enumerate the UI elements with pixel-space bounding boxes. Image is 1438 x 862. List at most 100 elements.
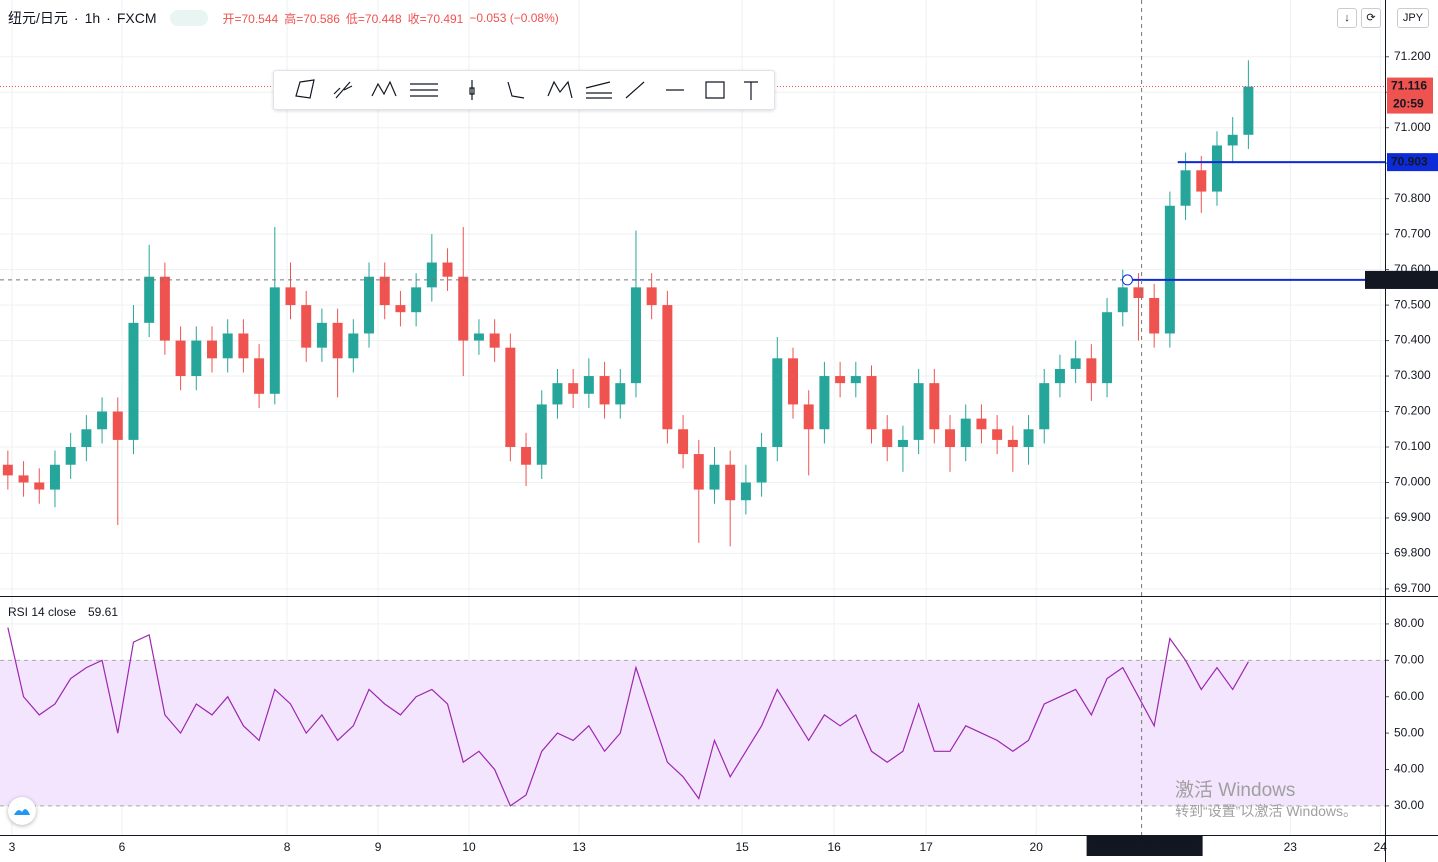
candle-body: [1196, 170, 1207, 192]
candle-body: [615, 383, 626, 405]
candle-body: [18, 475, 29, 483]
x-tick-label: 9: [375, 840, 382, 854]
current-price-label: 71.116: [1391, 79, 1427, 93]
candle-body: [552, 383, 563, 405]
candle-body: [222, 333, 233, 359]
candle-body: [97, 411, 108, 430]
candle-body: [411, 287, 422, 313]
x-tick-label: 17: [919, 840, 933, 854]
candle-body: [1070, 358, 1081, 369]
crosshair-plus: +: [1370, 272, 1377, 286]
candle-body: [112, 411, 123, 440]
candle-body: [568, 383, 579, 394]
ohlc-low: 低=70.448: [345, 11, 402, 26]
x-tick-label: 13: [572, 840, 586, 854]
candle-body: [1102, 312, 1113, 384]
candle-body: [960, 418, 971, 447]
candle-body: [2, 464, 13, 476]
price-label-bg: [1387, 153, 1438, 172]
y-tick-label: 70.300: [1394, 368, 1431, 382]
candle-body: [599, 376, 610, 405]
candle-body: [897, 439, 908, 447]
candle-body: [693, 454, 704, 490]
y-tick-label: 50.00: [1394, 725, 1424, 739]
candle-body: [646, 287, 657, 306]
candle-body: [473, 333, 484, 341]
candle-body: [379, 276, 390, 306]
candle-body: [709, 464, 720, 490]
candle-body: [285, 287, 296, 306]
candle-body: [913, 383, 924, 440]
x-tick-label: 3: [9, 840, 16, 854]
candle-body: [81, 429, 92, 447]
y-tick-label: 70.000: [1394, 475, 1431, 489]
candle-body: [1054, 368, 1065, 384]
symbol: 纽元/日元: [8, 10, 68, 26]
candle-body: [144, 276, 155, 323]
candle-body: [206, 340, 217, 359]
candle-body: [65, 447, 76, 465]
refresh-button[interactable]: ⟳: [1361, 8, 1381, 28]
candle-body: [976, 418, 987, 430]
countdown-label: 20:59: [1393, 97, 1424, 111]
interval[interactable]: 1h: [84, 10, 101, 26]
candle-body: [175, 340, 186, 377]
candle-body: [882, 429, 893, 447]
candle-body: [945, 429, 956, 447]
y-tick-label: 70.100: [1394, 439, 1431, 453]
candle-body: [787, 358, 798, 405]
rsi-line: [7, 627, 1249, 807]
candle-body: [1164, 205, 1175, 334]
y-tick-label: 60.00: [1394, 689, 1424, 703]
x-tick-label: 16: [827, 840, 841, 854]
candle-body: [835, 376, 846, 384]
candle-body: [662, 305, 673, 430]
y-tick-label: 30.00: [1394, 798, 1424, 812]
candle-body: [348, 333, 359, 359]
ray-anchor: [1121, 274, 1133, 286]
candle-body: [505, 347, 516, 447]
candle-body: [1211, 145, 1222, 192]
candle-body: [725, 464, 736, 501]
candle-body: [536, 404, 547, 465]
candle-body: [364, 276, 375, 334]
rsi-band: [0, 660, 1385, 806]
candle-body: [489, 333, 500, 348]
crosshair-time: 09:00: [1160, 838, 1191, 852]
y-tick-label: 69.700: [1394, 581, 1431, 595]
candle-body: [238, 333, 249, 359]
candle-body: [992, 429, 1003, 440]
header: 纽元/日元 · 1h · FXCM 开=70.544 高=70.586 低=70.4…: [8, 10, 559, 26]
candle-body: [819, 376, 830, 430]
candle-body: [521, 447, 532, 465]
ohlc-change: −0.053 (−0.08%): [469, 11, 559, 25]
candle-body: [426, 262, 437, 288]
x-tick-label: 8: [284, 840, 291, 854]
currency[interactable]: JPY: [1397, 8, 1429, 28]
status-badge[interactable]: [170, 10, 209, 26]
candle-body: [128, 322, 139, 440]
candle-body: [1227, 134, 1238, 146]
toolbar-icons[interactable]: [292, 78, 770, 102]
y-tick-label: 70.800: [1394, 191, 1431, 205]
y-tick-label: 71.000: [1394, 120, 1431, 134]
candle-body: [866, 376, 877, 430]
ohlc-open: 开=70.544: [222, 11, 279, 26]
candle-body: [1117, 287, 1128, 313]
candle-body: [740, 482, 751, 501]
y-tick-label: 70.00: [1394, 652, 1424, 666]
x-tick-label: 23: [1284, 840, 1298, 854]
candle-body: [269, 287, 280, 394]
x-tick-label: 6: [119, 840, 126, 854]
candle-body: [301, 305, 312, 348]
scale-button[interactable]: ↓: [1337, 8, 1357, 28]
rsi-value: 59.61: [88, 605, 118, 619]
candle-body: [1039, 383, 1050, 430]
x-tick-label: 10: [462, 840, 476, 854]
ohlc-close: 收=70.491: [407, 11, 464, 26]
candle-body: [929, 383, 940, 430]
logo-button[interactable]: [8, 797, 36, 825]
watermark-subtitle: 转到“设置”以激活 Windows。: [1175, 803, 1358, 819]
drawing-toolbar: [273, 70, 775, 110]
crosshair-time-bg: [1086, 836, 1203, 856]
